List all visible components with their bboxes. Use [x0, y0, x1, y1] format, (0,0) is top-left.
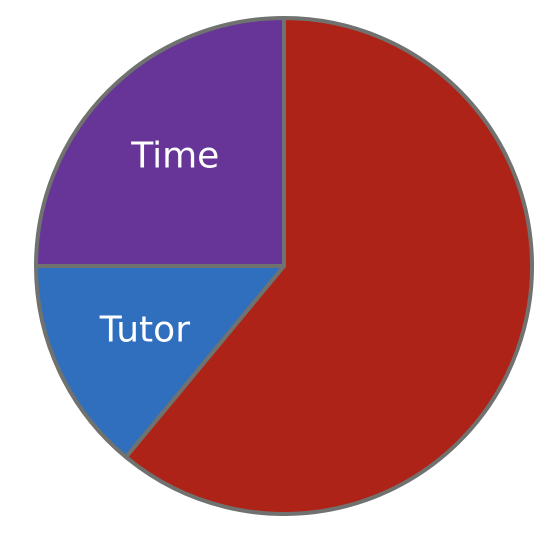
- pie-slice: [34, 264, 286, 460]
- slice-label: Time: [130, 135, 219, 176]
- slice-label: Tutor: [99, 309, 190, 350]
- pie-slice: [123, 16, 534, 516]
- pie-slice: [34, 16, 286, 268]
